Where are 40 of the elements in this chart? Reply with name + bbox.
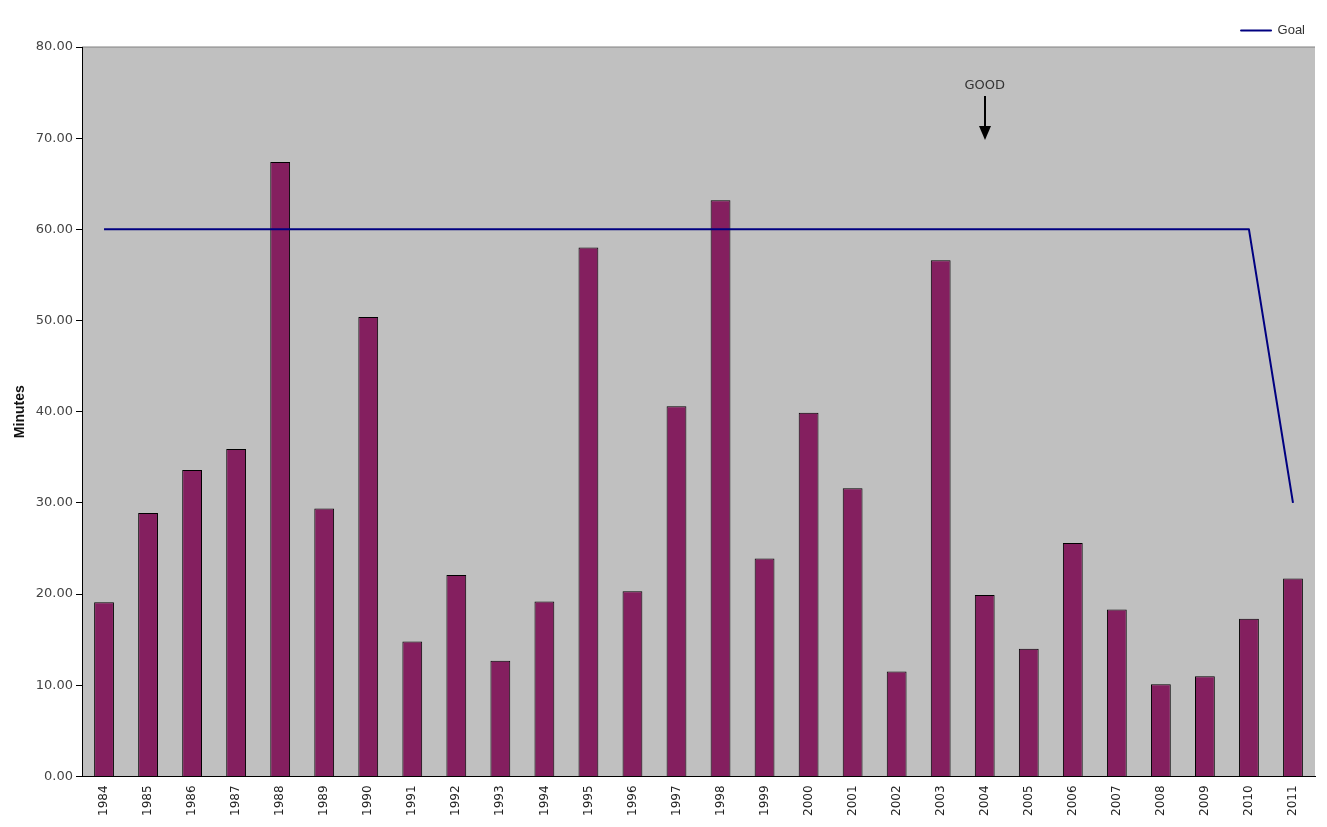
x-tick-label: 1986 [184, 785, 199, 817]
x-tick-label: 2000 [800, 785, 815, 817]
x-tick-label: 2003 [932, 785, 947, 817]
legend-label: Goal [1277, 22, 1306, 38]
y-tick-label: 80.00 [35, 38, 74, 54]
x-tick-label: 2002 [888, 785, 903, 817]
x-tick-label: 1994 [536, 785, 551, 817]
x-tick-label: 1997 [668, 785, 683, 817]
x-tick-label: 2010 [1241, 785, 1256, 817]
x-tick-label: 1984 [96, 785, 111, 817]
y-tick-label: 50.00 [35, 311, 74, 327]
y-tick-label: 10.00 [35, 676, 74, 692]
x-tick-label: 1987 [228, 785, 243, 817]
x-tick-label: 2009 [1197, 785, 1212, 817]
x-tick-label: 1999 [756, 785, 771, 817]
x-tick-label: 2005 [1020, 785, 1035, 817]
y-tick-label: 30.00 [35, 494, 74, 510]
annotation: GOOD [963, 77, 1006, 92]
y-tick-label: 20.00 [35, 585, 74, 601]
y-axis-title: Minutes [11, 385, 28, 439]
x-tick-label: 1990 [360, 785, 375, 817]
y-tick-label: 60.00 [35, 220, 74, 236]
x-tick-label: 1989 [316, 785, 331, 817]
x-tick-label: 1992 [448, 785, 463, 817]
x-tick-label: 1991 [404, 785, 419, 817]
x-tick-label: 1985 [140, 785, 155, 817]
x-tick-label: 1993 [492, 785, 507, 817]
x-tick-label: 1998 [712, 785, 727, 817]
x-tick-label: 2006 [1064, 785, 1079, 817]
x-tick-label: 1996 [624, 785, 639, 817]
x-tick-label: 2011 [1285, 785, 1300, 817]
x-tick-label: 2001 [844, 785, 859, 817]
x-tick-label: 2007 [1108, 785, 1123, 817]
y-tick-label: 70.00 [35, 129, 74, 145]
x-tick-label: 1988 [272, 785, 287, 817]
y-tick-label: 0.00 [44, 767, 74, 783]
y-tick-label: 40.00 [35, 403, 74, 419]
x-tick-label: 1995 [580, 785, 595, 817]
x-tick-label: 2004 [976, 785, 991, 817]
x-tick-label: 2008 [1153, 785, 1167, 817]
